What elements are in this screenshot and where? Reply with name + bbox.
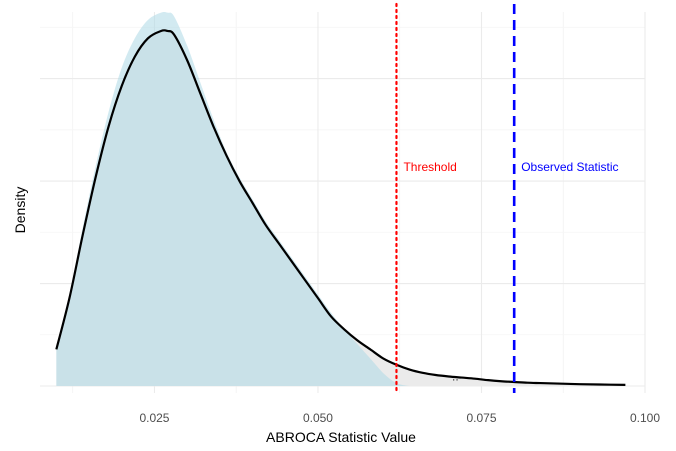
x-tick-label: 0.100 bbox=[630, 411, 660, 425]
y-axis-title: Density bbox=[12, 187, 28, 234]
x-tick-label: 0.050 bbox=[303, 411, 333, 425]
vline-label-0: Threshold bbox=[403, 160, 456, 174]
x-tick-label: 0.075 bbox=[466, 411, 496, 425]
reference-lines: Threshold Observed Statistic bbox=[395, 2, 619, 395]
x-tick-label: 0.025 bbox=[139, 411, 169, 425]
annotation-0: .. bbox=[452, 369, 459, 383]
annotations: .. bbox=[452, 369, 459, 383]
null-distribution-fill bbox=[56, 11, 410, 386]
vline-label-1: Observed Statistic bbox=[521, 160, 618, 174]
x-axis-title: ABROCA Statistic Value bbox=[266, 429, 416, 445]
x-axis-ticks: 0.025 0.050 0.075 0.100 bbox=[139, 411, 660, 425]
